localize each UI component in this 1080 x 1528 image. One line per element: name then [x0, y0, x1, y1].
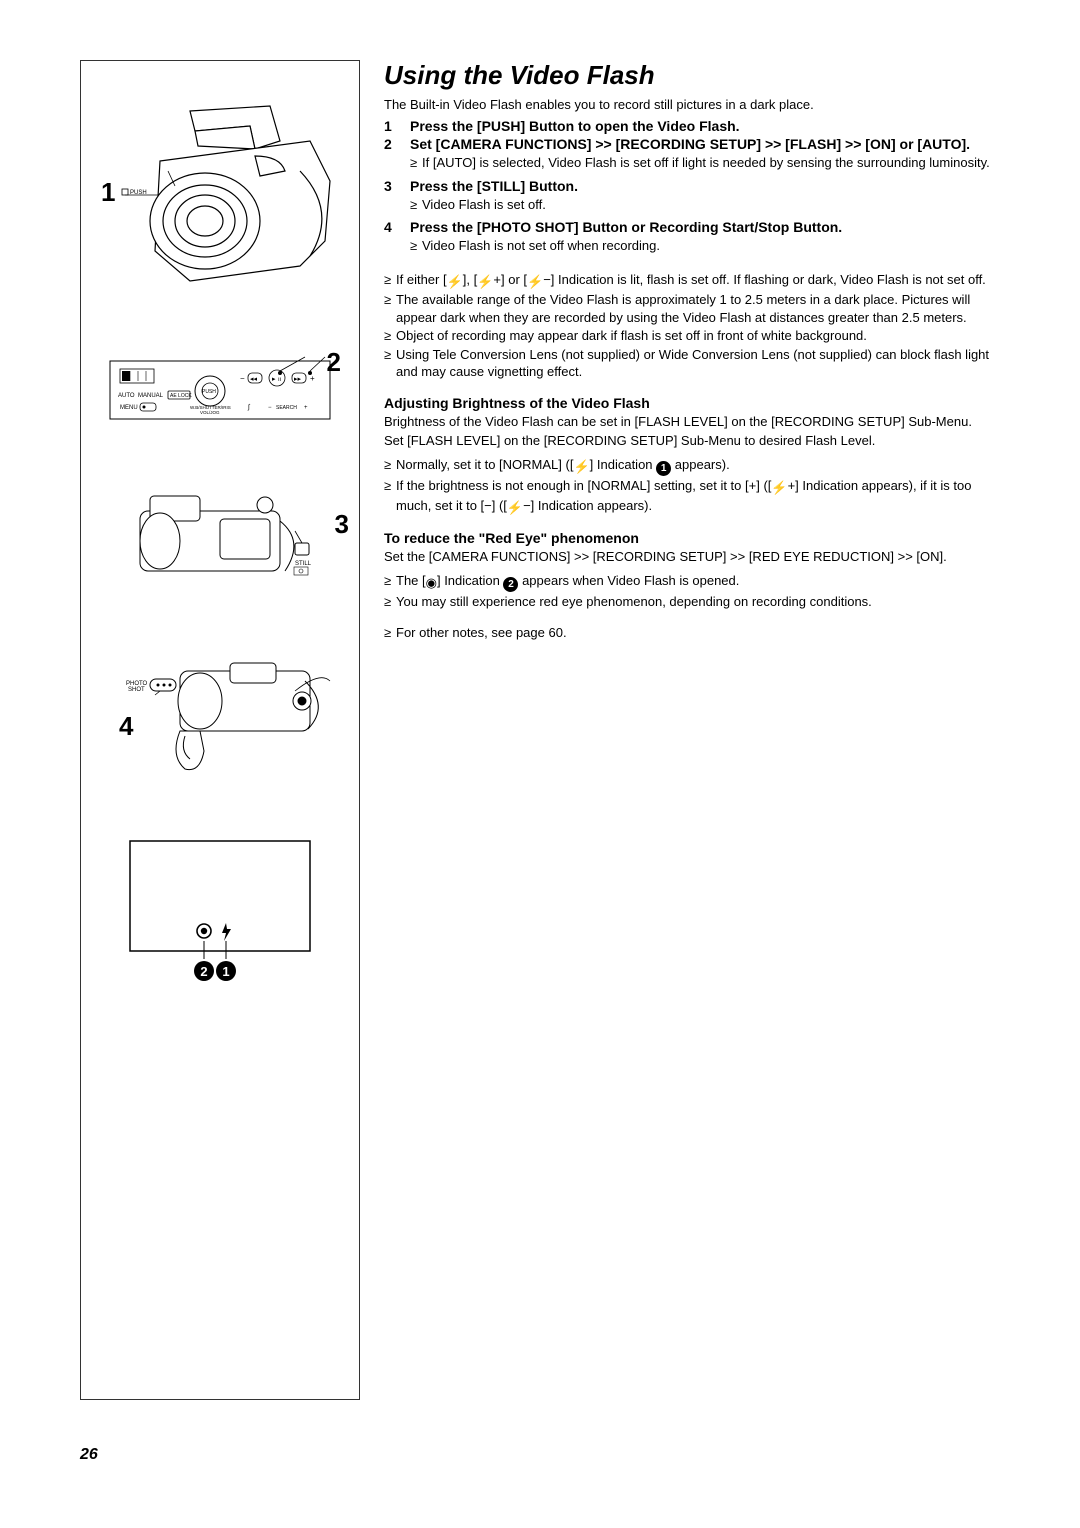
page-number: 26	[0, 1440, 1080, 1494]
para: Set [FLASH LEVEL] on the [RECORDING SETU…	[384, 432, 1000, 450]
para: Set the [CAMERA FUNCTIONS] >> [RECORDING…	[384, 548, 1000, 566]
svg-text:◂◂: ◂◂	[250, 376, 258, 383]
svg-text:AUTO: AUTO	[118, 393, 135, 399]
step-text: Set [CAMERA FUNCTIONS] >> [RECORDING SET…	[410, 136, 970, 152]
svg-text:−: −	[240, 374, 245, 383]
svg-text:1: 1	[222, 964, 229, 979]
note-item: Using Tele Conversion Lens (not supplied…	[384, 346, 1000, 381]
label-push: PUSH	[130, 190, 147, 196]
step-num: 4	[384, 219, 400, 259]
intro-text: The Built-in Video Flash enables you to …	[384, 97, 1000, 112]
step-sub: Video Flash is set off.	[410, 196, 1000, 214]
bullet-item: If the brightness is not enough in [NORM…	[384, 477, 1000, 516]
note-item: If either [⚡], [⚡+] or [⚡−] Indication i…	[384, 271, 1000, 291]
svg-text:2: 2	[200, 964, 207, 979]
figure-4: 4 PHOTO SHOT	[93, 651, 347, 781]
step-text: Press the [PHOTO SHOT] Button or Recordi…	[410, 219, 842, 235]
bullet-item: The [◉] Indication 2 appears when Video …	[384, 572, 1000, 592]
note-item: Object of recording may appear dark if f…	[384, 327, 1000, 345]
svg-text:AE LOCK: AE LOCK	[170, 393, 192, 399]
label-shot: SHOT	[128, 687, 145, 693]
svg-text:ıı: ıı	[278, 377, 282, 383]
svg-text:SEARCH: SEARCH	[276, 405, 297, 411]
page-title: Using the Video Flash	[384, 60, 1000, 91]
svg-text:▸▸: ▸▸	[294, 376, 302, 383]
step-sub: If [AUTO] is selected, Video Flash is se…	[410, 154, 1000, 172]
figure-5: 2 1	[93, 831, 347, 991]
note-item: The available range of the Video Flash i…	[384, 291, 1000, 326]
fig2-number: 2	[327, 347, 341, 378]
fig4-number: 4	[119, 711, 133, 742]
subheading-redeye: To reduce the "Red Eye" phenomenon	[384, 530, 1000, 546]
step-num: 3	[384, 178, 400, 218]
text-column: Using the Video Flash The Built-in Video…	[384, 60, 1000, 1400]
step-sub: Video Flash is not set off when recordin…	[410, 237, 1000, 255]
figure-1: 1	[93, 101, 347, 331]
step-num: 2	[384, 136, 400, 176]
svg-text:PUSH: PUSH	[202, 389, 216, 395]
step-text: Press the [PUSH] Button to open the Vide…	[410, 118, 740, 134]
para: Brightness of the Video Flash can be set…	[384, 413, 1000, 431]
figure-3: 3 STILL	[93, 481, 347, 601]
notes-list-1: If either [⚡], [⚡+] or [⚡−] Indication i…	[384, 271, 1000, 381]
figure-2: 2 AUTO MANUAL AE LOCK	[93, 351, 347, 431]
brightness-bullets: Normally, set it to [NORMAL] ([⚡] Indica…	[384, 456, 1000, 516]
svg-text:VOL/JOG: VOL/JOG	[200, 410, 220, 415]
svg-text:+: +	[310, 374, 315, 383]
svg-text:MENU: MENU	[120, 405, 138, 411]
redeye-bullets: The [◉] Indication 2 appears when Video …	[384, 572, 1000, 611]
svg-text:−: −	[268, 405, 272, 411]
circled-2-icon: 2	[503, 577, 518, 592]
subheading-brightness: Adjusting Brightness of the Video Flash	[384, 395, 1000, 411]
step-num: 1	[384, 118, 400, 134]
circled-1-icon: 1	[656, 461, 671, 476]
step-text: Press the [STILL] Button.	[410, 178, 578, 194]
fig1-number: 1	[101, 177, 115, 208]
bullet-item: For other notes, see page 60.	[384, 624, 1000, 642]
label-still: STILL	[295, 561, 312, 567]
illustration-column: 1	[80, 60, 360, 1400]
step-list: 1 Press the [PUSH] Button to open the Vi…	[384, 118, 1000, 259]
fig3-number: 3	[335, 509, 349, 540]
bullet-item: You may still experience red eye phenome…	[384, 593, 1000, 611]
svg-text:▸: ▸	[272, 376, 276, 383]
final-note: For other notes, see page 60.	[384, 624, 1000, 642]
bullet-item: Normally, set it to [NORMAL] ([⚡] Indica…	[384, 456, 1000, 476]
svg-text:+: +	[304, 405, 308, 411]
svg-text:MANUAL: MANUAL	[138, 393, 164, 399]
